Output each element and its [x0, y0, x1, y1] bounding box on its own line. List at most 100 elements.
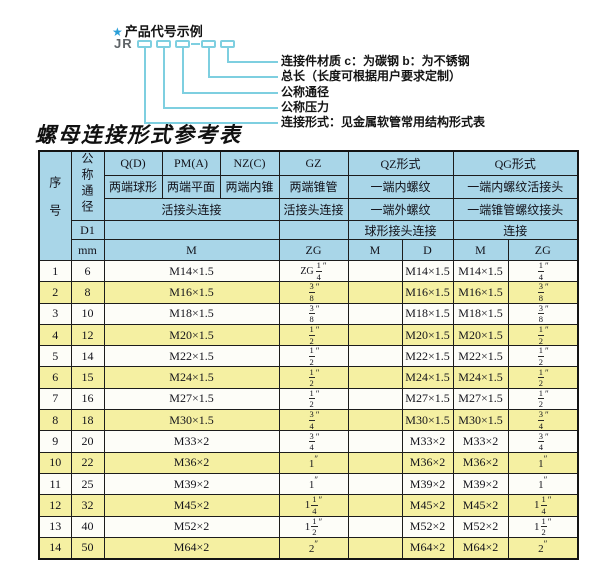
gz-zg-cell: 1 2 ″ — [278, 366, 349, 389]
fraction-numerator: 1 — [537, 324, 544, 336]
qz-d-cell: M14×1.5 — [401, 259, 454, 283]
qg-m-cell: M36×2 — [452, 451, 509, 474]
qz-d-cell: M52×2 — [401, 515, 454, 538]
header-qg-desc2: 一端锥管螺纹接头 — [452, 197, 579, 222]
product-code-diagram: ★ 产品代号示例 JR 连接件材质 c：为碳钢 b：为不锈钢 总长（长度可根据用户… — [0, 0, 600, 150]
fraction-numerator: 1 — [308, 324, 315, 336]
fraction-numerator: 1 — [537, 260, 544, 272]
header-col-qd: Q(D) — [103, 150, 163, 176]
inch-mark: ″ — [545, 409, 549, 420]
fraction-whole: 2 — [538, 542, 544, 555]
inch-mark: ″ — [315, 303, 320, 314]
qg-zg-cell: 3 4 ″ — [507, 409, 579, 432]
header-gz-desc: 两端锥管 — [278, 174, 349, 199]
qg-zg-cell: 1 2 ″ — [507, 366, 579, 389]
fraction-prefix: ZG — [300, 265, 314, 277]
qz-m-cell — [347, 302, 403, 325]
fraction-whole: 1 — [538, 479, 544, 492]
fraction-denominator: 4 — [312, 505, 317, 516]
m-thread-cell: M27×1.5 — [103, 387, 280, 411]
star-icon: ★ — [112, 25, 123, 39]
header-col-nzc: NZ(C) — [219, 150, 280, 176]
qz-d-cell: M30×1.5 — [401, 409, 454, 432]
qz-d-cell: M64×2 — [401, 536, 454, 560]
inch-mark: ″ — [547, 516, 552, 527]
qg-zg-cell: 1″ — [507, 451, 579, 474]
fraction-numerator: 1 — [537, 345, 544, 357]
header-empty-gz — [278, 220, 349, 240]
inch-mark: ″ — [315, 431, 320, 442]
code-box-4 — [201, 40, 216, 48]
fraction-denominator: 4 — [538, 271, 543, 282]
fraction-denominator: 4 — [309, 442, 314, 453]
header-seq-label: 序号 — [47, 176, 62, 232]
header-nominal-diameter: 公称通径 — [70, 150, 105, 221]
code-prefix: JR — [114, 36, 133, 51]
fraction-denominator: 2 — [309, 335, 314, 346]
qz-d-cell: M27×1.5 — [401, 387, 454, 411]
leader-line-material — [227, 48, 278, 63]
header-gz-conn: 活接头连接 — [278, 197, 349, 222]
inch-mark: ″ — [315, 388, 320, 399]
inch-mark: ″ — [545, 346, 549, 357]
qz-m-cell — [347, 536, 403, 560]
gz-zg-cell: 3 8 ″ — [278, 302, 349, 325]
inch-mark: ″ — [543, 538, 548, 549]
qz-m-cell — [347, 472, 403, 496]
m-thread-cell: M22×1.5 — [103, 345, 280, 368]
inch-mark: ″ — [545, 388, 549, 399]
diameter-cell: 8 — [70, 281, 105, 304]
fraction-whole: 1 — [538, 457, 544, 470]
seq-cell: 13 — [38, 515, 72, 538]
m-thread-cell: M39×2 — [103, 472, 280, 496]
inch-mark: ″ — [315, 324, 320, 335]
header-d1: D1 — [70, 220, 105, 240]
leader-line-connform — [144, 48, 278, 124]
inch-mark: ″ — [315, 346, 320, 357]
qz-m-cell — [347, 494, 403, 517]
gz-zg-cell: 1 2 ″ — [278, 387, 349, 411]
gz-zg-cell: 3 4 ″ — [278, 430, 349, 453]
header-col-pma: PM(A) — [161, 150, 221, 176]
qz-d-cell: M18×1.5 — [401, 302, 454, 325]
label-connform: 连接形式：见金属软管常用结构形式表 — [281, 115, 486, 129]
fraction-denominator: 4 — [309, 420, 314, 431]
header-qz-desc3: 球形接头连接 — [347, 220, 454, 240]
nut-connection-table: 序号 公称通径 Q(D) PM(A) NZ(C) GZ QZ形式 QG形式 两端… — [38, 150, 579, 560]
qg-m-cell: M52×2 — [452, 515, 509, 538]
qz-d-cell: M33×2 — [401, 430, 454, 453]
qg-m-cell: M16×1.5 — [452, 281, 509, 304]
qg-m-cell: M22×1.5 — [452, 345, 509, 368]
diameter-cell: 20 — [70, 430, 105, 453]
qz-m-cell — [347, 409, 403, 432]
inch-mark: ″ — [315, 282, 320, 293]
fraction-numerator: 3 — [537, 303, 544, 315]
qz-d-cell: M20×1.5 — [401, 323, 454, 347]
qg-zg-cell: 1″ — [507, 472, 579, 496]
seq-cell: 12 — [38, 494, 72, 517]
qg-zg-cell: 1 2 ″ — [507, 345, 579, 368]
table-row: 13 40 M52×2 1 1 2 ″ M52×2 M52×2 1 1 2 ″ — [38, 515, 579, 538]
fraction-denominator: 2 — [538, 399, 543, 410]
qz-d-cell: M39×2 — [401, 472, 454, 496]
table-row: 11 25 M39×2 1″ M39×2 M39×2 1″ — [38, 472, 579, 496]
fraction-denominator: 4 — [541, 505, 546, 516]
qg-m-cell: M64×2 — [452, 536, 509, 560]
m-thread-cell: M30×1.5 — [103, 409, 280, 432]
qz-m-cell — [347, 451, 403, 474]
fraction-whole: 1 — [308, 457, 315, 470]
fraction-numerator: 3 — [308, 281, 315, 293]
fraction-denominator: 8 — [309, 314, 314, 325]
header-qd-desc: 两端球形 — [103, 174, 163, 199]
fraction-denominator: 2 — [538, 335, 543, 346]
qg-zg-cell: 1 2 ″ — [507, 387, 579, 411]
